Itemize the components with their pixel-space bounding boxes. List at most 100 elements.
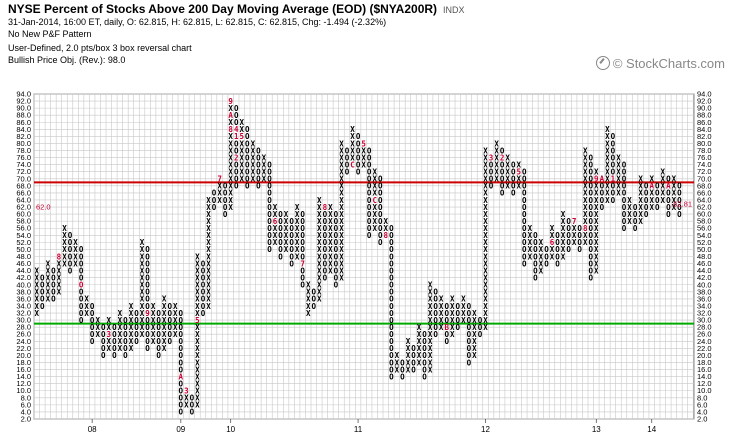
o-box: O <box>312 295 317 304</box>
o-box: O <box>467 302 472 311</box>
x-box: X <box>206 196 211 205</box>
y-tick-label-left: 36.0 <box>16 294 31 303</box>
o-box: O <box>278 245 283 254</box>
o-box: O <box>289 224 294 233</box>
x-box: X <box>239 175 244 184</box>
o-box: O <box>522 252 527 261</box>
y-tick-label-right: 60.0 <box>697 210 712 219</box>
x-box: X <box>317 203 322 212</box>
x-box: X <box>129 302 134 311</box>
x-box: X <box>295 217 300 226</box>
o-box: O <box>389 372 394 381</box>
x-box: X <box>129 316 134 325</box>
o-box: O <box>378 238 383 247</box>
o-box: O <box>611 139 616 148</box>
watermark-text: © StockCharts.com <box>612 56 725 71</box>
x-box: X <box>594 210 599 219</box>
x-box: X <box>284 210 289 219</box>
x-box: X <box>472 330 477 339</box>
x-box: X <box>251 175 256 184</box>
o-box: O <box>123 337 128 346</box>
o-box: O <box>500 175 505 184</box>
x-box: X <box>350 132 355 141</box>
x-box: X <box>162 295 167 304</box>
o-box: O <box>245 175 250 184</box>
x-box: X <box>661 168 666 177</box>
x-box: X <box>428 302 433 311</box>
o-box: O <box>533 238 538 247</box>
x-box: X <box>317 238 322 247</box>
o-box: O <box>622 168 627 177</box>
x-box: X <box>550 231 555 240</box>
x-box: X <box>372 210 377 219</box>
o-box: O <box>644 196 649 205</box>
o-box: O <box>677 189 682 198</box>
o-box: O <box>234 111 239 120</box>
x-box: X <box>339 273 344 282</box>
x-box: X <box>339 245 344 254</box>
x-box: X <box>428 281 433 290</box>
x-box: X <box>616 189 621 198</box>
x-box: X <box>228 146 233 155</box>
o-box: O <box>256 182 261 191</box>
x-tick-label: 10 <box>226 425 235 434</box>
x-box: X <box>572 238 577 247</box>
o-box: 4 <box>234 125 239 134</box>
o-box: O <box>589 273 594 282</box>
x-box: X <box>84 309 89 318</box>
x-box: 7 <box>217 175 222 184</box>
o-box: O <box>422 344 427 353</box>
x-box: X <box>561 210 566 219</box>
o-box: O <box>500 146 505 155</box>
o-box: O <box>367 175 372 184</box>
x-box: X <box>195 288 200 297</box>
o-box: O <box>500 182 505 191</box>
o-box: O <box>167 316 172 325</box>
o-box: O <box>300 217 305 226</box>
y-tick-label-right: 72.0 <box>697 167 712 176</box>
x-box: X <box>594 196 599 205</box>
o-box: O <box>589 203 594 212</box>
o-box: O <box>456 309 461 318</box>
y-tick-label-right: 4.0 <box>697 407 707 416</box>
x-tick-label: 09 <box>176 425 185 434</box>
x-box: X <box>483 224 488 233</box>
o-box: O <box>212 189 217 198</box>
o-box: O <box>533 252 538 261</box>
x-box: X <box>339 259 344 268</box>
o-box: O <box>123 344 128 353</box>
x-box: X <box>339 168 344 177</box>
o-box: O <box>367 217 372 226</box>
x-box: X <box>528 252 533 261</box>
x-box: X <box>428 344 433 353</box>
x-box: X <box>251 146 256 155</box>
o-box: O <box>145 344 150 353</box>
o-box: O <box>223 203 228 212</box>
o-box: O <box>666 175 671 184</box>
o-box: O <box>367 153 372 162</box>
x-box: 5 <box>239 132 244 141</box>
x-box: X <box>306 288 311 297</box>
o-box: O <box>323 224 328 233</box>
o-box: O <box>511 168 516 177</box>
o-box: O <box>256 153 261 162</box>
x-box: X <box>417 344 422 353</box>
x-box: X <box>107 344 112 353</box>
o-box: O <box>666 203 671 212</box>
x-box: X <box>406 351 411 360</box>
x-box: X <box>339 175 344 184</box>
x-box: X <box>483 203 488 212</box>
x-box: 8 <box>583 224 588 233</box>
x-box: X <box>217 189 222 198</box>
left-price-label: 62.0 <box>36 203 51 212</box>
x-box: X <box>251 160 256 169</box>
x-box: X <box>550 224 555 233</box>
x-tick-label: 11 <box>354 425 363 434</box>
x-box: X <box>494 146 499 155</box>
x-box: X <box>483 210 488 219</box>
x-box: X <box>184 401 189 410</box>
x-box: X <box>339 210 344 219</box>
o-box: O <box>289 252 294 261</box>
o-box: O <box>334 259 339 268</box>
y-tick-label-right: 78.0 <box>697 146 712 155</box>
